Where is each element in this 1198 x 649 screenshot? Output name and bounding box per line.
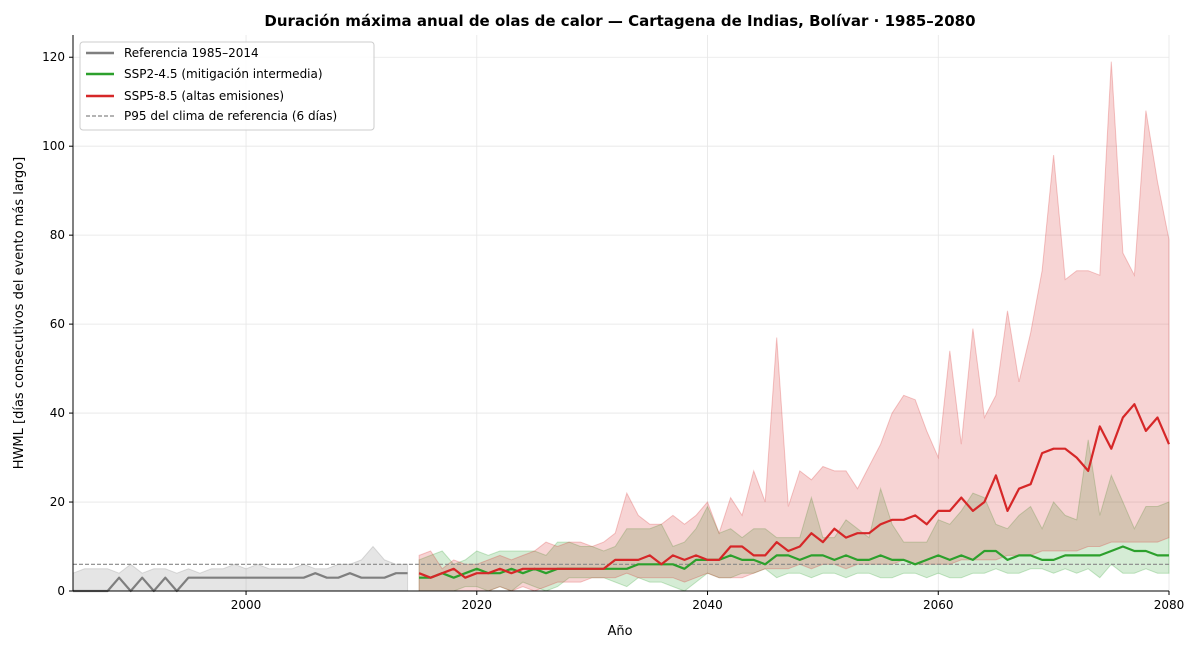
y-axis-label: HWML [días consecutivos del evento más l… bbox=[12, 157, 27, 469]
legend-label-ssp585: SSP5-8.5 (altas emisiones) bbox=[124, 89, 284, 103]
legend-label-threshold: P95 del clima de referencia (6 días) bbox=[124, 109, 337, 123]
x-tick-label: 2060 bbox=[923, 598, 954, 612]
y-tick-label: 40 bbox=[50, 406, 65, 420]
y-tick-label: 60 bbox=[50, 317, 65, 331]
legend-label-reference: Referencia 1985–2014 bbox=[124, 46, 259, 60]
legend-frame bbox=[79, 41, 375, 131]
x-axis-ticks: 2000 2020 2040 2060 2080 bbox=[231, 591, 1184, 612]
y-tick-label: 80 bbox=[50, 228, 65, 242]
band-ssp585 bbox=[418, 61, 1170, 592]
y-tick-label: 120 bbox=[42, 50, 65, 64]
series-line-reference bbox=[73, 572, 408, 593]
legend: Referencia 1985–2014 SSP2-4.5 (mitigació… bbox=[79, 41, 375, 131]
x-tick-label: 2020 bbox=[462, 598, 493, 612]
grid bbox=[73, 35, 1170, 592]
x-axis-label: Año bbox=[607, 624, 632, 639]
series-line-ssp245 bbox=[419, 545, 1169, 579]
chart-title: Duración máxima anual de olas de calor —… bbox=[264, 12, 975, 30]
x-tick-label: 2040 bbox=[692, 598, 723, 612]
x-tick-label: 2080 bbox=[1154, 598, 1185, 612]
series-lines bbox=[73, 403, 1171, 593]
x-tick-label: 2000 bbox=[231, 598, 262, 612]
y-tick-label: 20 bbox=[50, 495, 65, 509]
legend-label-ssp245: SSP2-4.5 (mitigación intermedia) bbox=[124, 67, 323, 81]
y-axis-ticks: 0 20 40 60 80 100 120 bbox=[42, 50, 73, 598]
y-tick-label: 100 bbox=[42, 139, 65, 153]
y-tick-label: 0 bbox=[57, 584, 65, 598]
axes bbox=[72, 35, 1169, 592]
series-line-ssp585 bbox=[418, 403, 1171, 579]
